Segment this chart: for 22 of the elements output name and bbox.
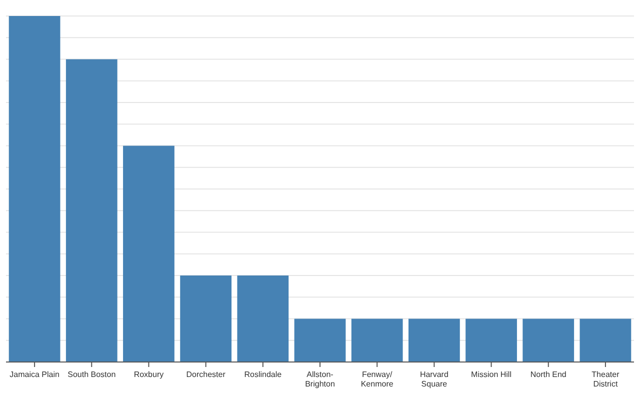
bar [123, 146, 174, 362]
x-tick-label: Allston-Brighton [305, 370, 335, 389]
x-tick-label: Fenway/Kenmore [360, 370, 394, 389]
bar [580, 318, 632, 362]
bar [180, 276, 232, 362]
x-tick-label: Harvard Square [420, 370, 448, 389]
bar [294, 318, 346, 362]
bar [351, 318, 403, 362]
x-tick-label: North End [530, 370, 566, 379]
x-tick-label: South Boston [68, 370, 116, 379]
x-tick-label: Theater District [592, 370, 620, 389]
x-tick-label: Mission Hill [471, 370, 512, 379]
bar [237, 276, 289, 362]
bar [8, 16, 60, 362]
bar [408, 318, 460, 362]
bar [522, 318, 574, 362]
bar [466, 318, 517, 362]
bar [66, 59, 118, 362]
x-tick-label: Roslindale [244, 370, 282, 379]
x-tick-label: Roxbury [134, 370, 164, 379]
x-tick-label: Dorchester [186, 370, 226, 379]
x-tick-label: Jamaica Plain [10, 370, 60, 379]
